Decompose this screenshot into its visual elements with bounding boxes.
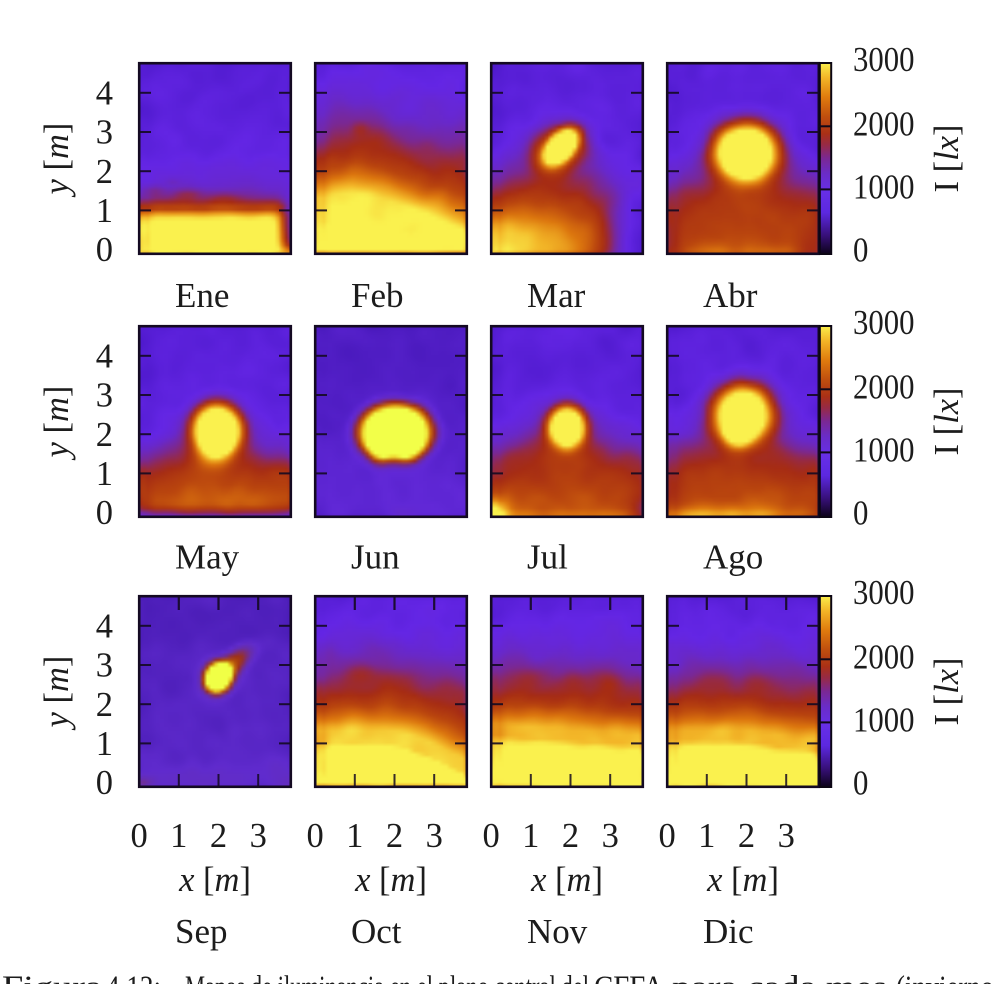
svg-text:2000: 2000 — [853, 368, 915, 406]
svg-text:Jun: Jun — [351, 538, 400, 577]
svg-text:Jul: Jul — [527, 538, 568, 577]
svg-text:2: 2 — [738, 817, 755, 855]
svg-text:3000: 3000 — [853, 41, 915, 79]
svg-text:1: 1 — [698, 817, 715, 855]
svg-text:3: 3 — [778, 817, 795, 855]
svg-text:0: 0 — [306, 817, 323, 855]
svg-text:3: 3 — [96, 377, 113, 415]
svg-text:I [lx]: I [lx] — [928, 124, 966, 192]
svg-text:2: 2 — [96, 416, 113, 454]
svg-text:2: 2 — [96, 686, 113, 724]
svg-text:x [m]: x [m] — [354, 861, 427, 899]
svg-text:Figura4.12:Mapas de iluminanci: Figura4.12:Mapas de iluminancia en el pl… — [2, 970, 994, 984]
svg-text:0: 0 — [482, 817, 499, 855]
svg-text:Ene: Ene — [175, 276, 229, 315]
svg-text:3: 3 — [250, 817, 267, 855]
svg-text:0: 0 — [96, 494, 113, 532]
svg-text:2000: 2000 — [853, 105, 915, 143]
svg-text:Oct: Oct — [351, 912, 402, 951]
svg-text:0: 0 — [658, 817, 675, 855]
svg-text:y [m]: y [m] — [38, 386, 76, 461]
svg-text:Ago: Ago — [703, 538, 763, 577]
svg-text:y [m]: y [m] — [38, 123, 76, 198]
svg-text:0: 0 — [96, 231, 113, 269]
svg-text:1: 1 — [96, 192, 113, 230]
svg-text:Nov: Nov — [527, 912, 588, 951]
svg-text:0: 0 — [853, 232, 868, 270]
svg-text:Abr: Abr — [703, 276, 758, 315]
svg-text:Mar: Mar — [527, 276, 586, 315]
svg-text:1: 1 — [96, 725, 113, 763]
svg-text:3: 3 — [96, 647, 113, 685]
svg-text:3000: 3000 — [853, 574, 915, 612]
svg-text:1: 1 — [346, 817, 363, 855]
svg-text:3000: 3000 — [853, 304, 915, 342]
svg-text:1000: 1000 — [853, 168, 915, 206]
svg-text:1000: 1000 — [853, 431, 915, 469]
svg-text:Sep: Sep — [175, 912, 228, 951]
svg-text:1: 1 — [96, 455, 113, 493]
svg-text:1: 1 — [522, 817, 539, 855]
svg-text:Feb: Feb — [351, 276, 404, 315]
svg-text:2: 2 — [96, 153, 113, 191]
svg-text:0: 0 — [96, 764, 113, 802]
svg-text:0: 0 — [853, 765, 868, 803]
svg-text:x [m]: x [m] — [706, 861, 779, 899]
svg-text:4: 4 — [96, 74, 113, 112]
svg-text:Dic: Dic — [703, 912, 754, 951]
svg-text:3: 3 — [602, 817, 619, 855]
svg-text:y [m]: y [m] — [38, 656, 76, 731]
svg-text:2: 2 — [210, 817, 227, 855]
svg-text:x [m]: x [m] — [530, 861, 603, 899]
svg-text:3: 3 — [426, 817, 443, 855]
svg-text:3: 3 — [96, 114, 113, 152]
svg-text:0: 0 — [853, 495, 868, 533]
svg-text:I [lx]: I [lx] — [928, 387, 966, 455]
svg-text:2: 2 — [562, 817, 579, 855]
svg-text:1000: 1000 — [853, 701, 915, 739]
svg-text:2000: 2000 — [853, 638, 915, 676]
svg-text:4: 4 — [96, 337, 113, 375]
svg-text:0: 0 — [130, 817, 147, 855]
svg-text:4: 4 — [96, 607, 113, 645]
svg-text:x [m]: x [m] — [178, 861, 251, 899]
svg-text:2: 2 — [386, 817, 403, 855]
svg-text:I [lx]: I [lx] — [928, 657, 966, 725]
svg-text:May: May — [175, 538, 240, 577]
svg-text:1: 1 — [170, 817, 187, 855]
